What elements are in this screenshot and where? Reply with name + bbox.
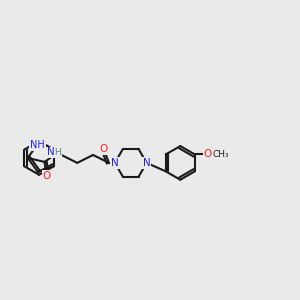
Text: O: O (42, 171, 51, 181)
Text: H: H (54, 148, 61, 158)
Text: O: O (100, 144, 108, 154)
Text: CH₃: CH₃ (213, 150, 229, 159)
Text: N: N (111, 158, 119, 168)
Text: N: N (46, 148, 54, 158)
Text: NH: NH (30, 140, 45, 150)
Text: N: N (143, 158, 151, 168)
Text: O: O (204, 149, 212, 160)
